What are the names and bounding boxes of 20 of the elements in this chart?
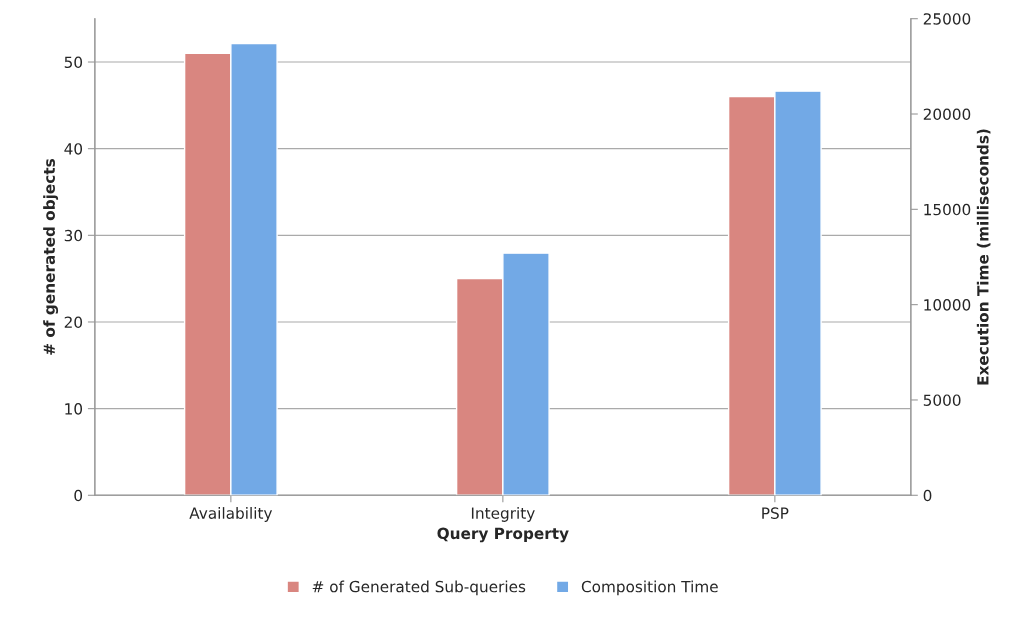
y2-tick-label: 15000 [924, 203, 971, 216]
y2-tick-label: 25000 [923, 13, 971, 25]
x-tick-label: Availability [189, 507, 273, 522]
y2-tick-label: 0 [923, 489, 932, 502]
y-tick-label: 30 [64, 229, 83, 242]
y2-tick-label: 5000 [923, 394, 961, 406]
y2-tick-label: 10000 [924, 299, 971, 311]
y-tick-label: 0 [74, 489, 83, 502]
x-tick-label: PSP [762, 507, 789, 519]
y2-tick-label: 20000 [923, 108, 971, 121]
y-tick-label: 10 [65, 403, 83, 415]
y-tick-label: 20 [64, 316, 83, 328]
y-tick-label: 50 [64, 56, 83, 69]
y-tick-label: 40 [64, 143, 83, 155]
y2-axis-title: Execution Time (milliseconds) [976, 129, 991, 385]
legend-label: # of Generated Sub-queries [312, 580, 526, 596]
x-axis-title: Query Property [437, 527, 569, 543]
x-tick-label: Integrity [471, 507, 535, 522]
legend-label: Composition Time [581, 580, 718, 596]
y-axis-title: # of generated objects [43, 159, 59, 355]
